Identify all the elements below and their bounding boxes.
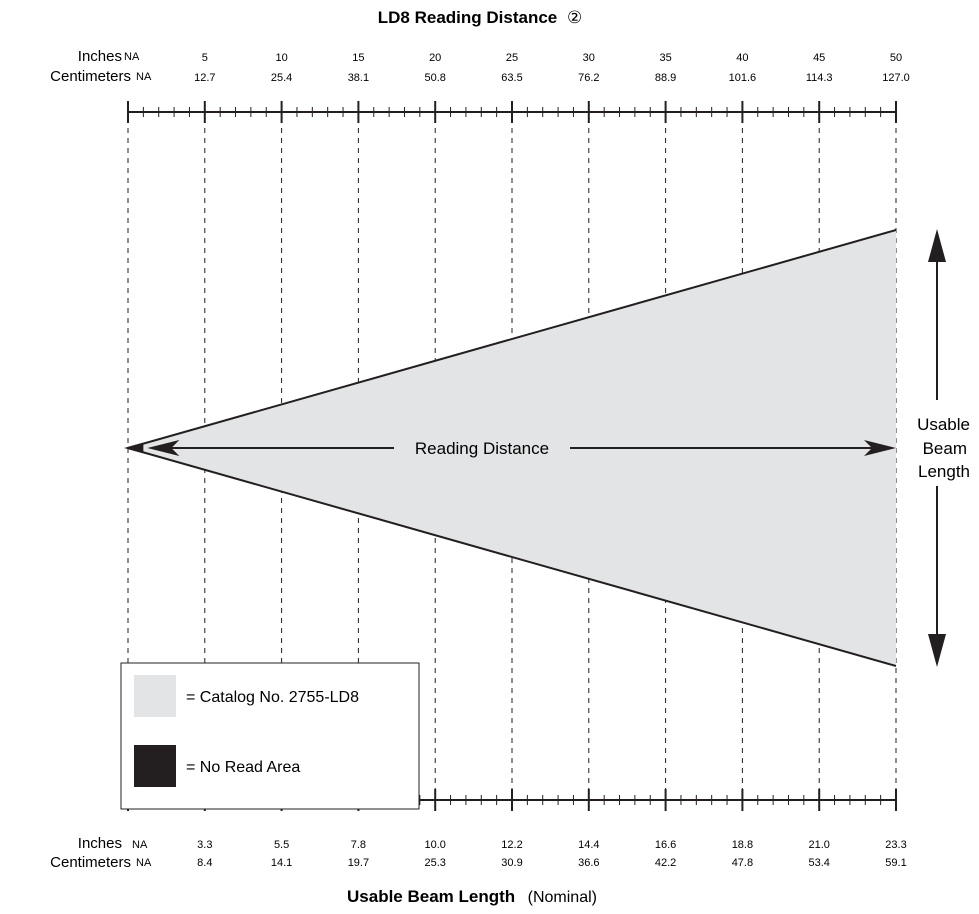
chart-title-text: LD8 Reading Distance [378, 8, 558, 27]
bottom-axis-tick-labels: 3.3 8.4 5.5 14.1 7.8 19.7 10.0 25.3 12.2 30.9 14.4… [197, 839, 907, 869]
no-read-area [124, 442, 144, 454]
bottom-axis-inches-label-6: 16.6 [655, 839, 676, 851]
top-axis-na-inches: NA [124, 51, 140, 63]
bottom-axis-inches-label-4: 12.2 [501, 839, 522, 851]
bottom-axis-inches-label-0: 3.3 [197, 839, 212, 851]
bottom-axis-centimeters-label-3: 25.3 [424, 857, 445, 869]
reading-distance-label-bg [394, 432, 570, 462]
bottom-axis-inches-label-5: 14.4 [578, 839, 599, 851]
reading-distance-arrowhead-left [147, 440, 180, 456]
bottom-axis-inches-label-1: 5.5 [274, 839, 289, 851]
top-axis-inches-label-5: 30 [583, 52, 595, 64]
top-axis-na-centimeters: NA [136, 71, 152, 83]
beam-edge-top [127, 229, 897, 449]
reading-distance-label: Reading Distance [415, 439, 549, 458]
bottom-axis-inches-label-3: 10.0 [424, 839, 445, 851]
bottom-axis-centimeters-label-2: 19.7 [348, 857, 369, 869]
top-axis-centimeters-label-4: 63.5 [501, 72, 522, 84]
reading-distance-arrow: Reading Distance [147, 432, 896, 462]
reading-distance-arrowhead-right [864, 440, 896, 456]
top-axis-centimeters-label-7: 101.6 [729, 72, 757, 84]
bottom-axis-na-inches: NA [132, 839, 148, 851]
chart-title: LD8 Reading Distance ② [378, 8, 582, 27]
bottom-axis-inches-label-7: 18.8 [732, 839, 753, 851]
legend-swatch-no-read-area [134, 745, 176, 787]
top-axis-unit-centimeters: Centimeters [50, 68, 131, 85]
top-axis-centimeters-label-3: 50.8 [424, 72, 445, 84]
top-axis-inches-label-9: 50 [890, 52, 902, 64]
bottom-axis-unit-centimeters: Centimeters [50, 854, 131, 871]
beam-edge-bottom [127, 447, 897, 667]
top-axis-centimeters-label-0: 12.7 [194, 72, 215, 84]
usable-beam-length-arrow: Usable Beam Length [917, 229, 970, 667]
bottom-axis-centimeters-label-1: 14.1 [271, 857, 292, 869]
chart-title-note: ② [567, 8, 582, 27]
bottom-axis-unit-inches: Inches [78, 835, 122, 852]
bottom-axis-centimeters-label-6: 42.2 [655, 857, 676, 869]
top-axis-tick-labels: 5 12.7 10 25.4 15 38.1 20 50.8 25 63.5 30 76.2 35 88.… [194, 52, 910, 84]
bottom-axis-title-note: (Nominal) [528, 889, 597, 906]
bottom-axis-centimeters-label-5: 36.6 [578, 857, 599, 869]
top-axis-inches-label-0: 5 [202, 52, 208, 64]
top-axis-inches-label-4: 25 [506, 52, 518, 64]
bottom-axis-centimeters-label-9: 59.1 [885, 857, 906, 869]
legend-label-catalog-2755-ld8: = Catalog No. 2755-LD8 [186, 689, 359, 706]
bottom-axis-title-text: Usable Beam Length [347, 887, 515, 906]
top-axis-centimeters-label-6: 88.9 [655, 72, 676, 84]
top-axis-centimeters-label-8: 114.3 [806, 72, 833, 84]
top-axis-centimeters-label-5: 76.2 [578, 72, 599, 84]
top-axis-centimeters-label-2: 38.1 [348, 72, 369, 84]
usable-beam-length-label-3: Length [918, 462, 970, 481]
bottom-axis-centimeters-label-4: 30.9 [501, 857, 522, 869]
legend: = Catalog No. 2755-LD8 = No Read Area [120, 662, 420, 810]
top-axis-inches-label-7: 40 [736, 52, 748, 64]
top-axis-ruler [127, 101, 897, 123]
usable-beam-length-arrowhead-down [928, 634, 946, 667]
usable-beam-length-arrowhead-up [928, 229, 946, 262]
top-axis-inches-label-8: 45 [813, 52, 825, 64]
usable-beam-length-label-2: Beam [923, 439, 967, 458]
bottom-axis-centimeters-label-8: 53.4 [808, 857, 829, 869]
top-axis-inches-label-6: 35 [659, 52, 671, 64]
bottom-axis-inches-label-8: 21.0 [808, 839, 829, 851]
top-axis-inches-label-1: 10 [275, 52, 287, 64]
bottom-axis-centimeters-label-0: 8.4 [197, 857, 212, 869]
legend-swatch-catalog-2755-ld8 [134, 675, 176, 717]
top-axis-inches-label-2: 15 [352, 52, 364, 64]
bottom-axis-inches-label-9: 23.3 [885, 839, 906, 851]
legend-label-no-read-area: = No Read Area [186, 759, 300, 776]
bottom-axis-title: Usable Beam Length (Nominal) [347, 887, 597, 906]
usable-beam-length-label-1: Usable [917, 415, 970, 434]
bottom-axis-inches-label-2: 7.8 [351, 839, 366, 851]
bottom-axis-centimeters-label-7: 47.8 [732, 857, 753, 869]
top-axis-unit-inches: Inches [78, 48, 122, 65]
top-axis-inches-label-3: 20 [429, 52, 441, 64]
top-axis-centimeters-label-9: 127.0 [882, 72, 910, 84]
top-axis-centimeters-label-1: 25.4 [271, 72, 292, 84]
bottom-axis-na-centimeters: NA [136, 857, 152, 869]
